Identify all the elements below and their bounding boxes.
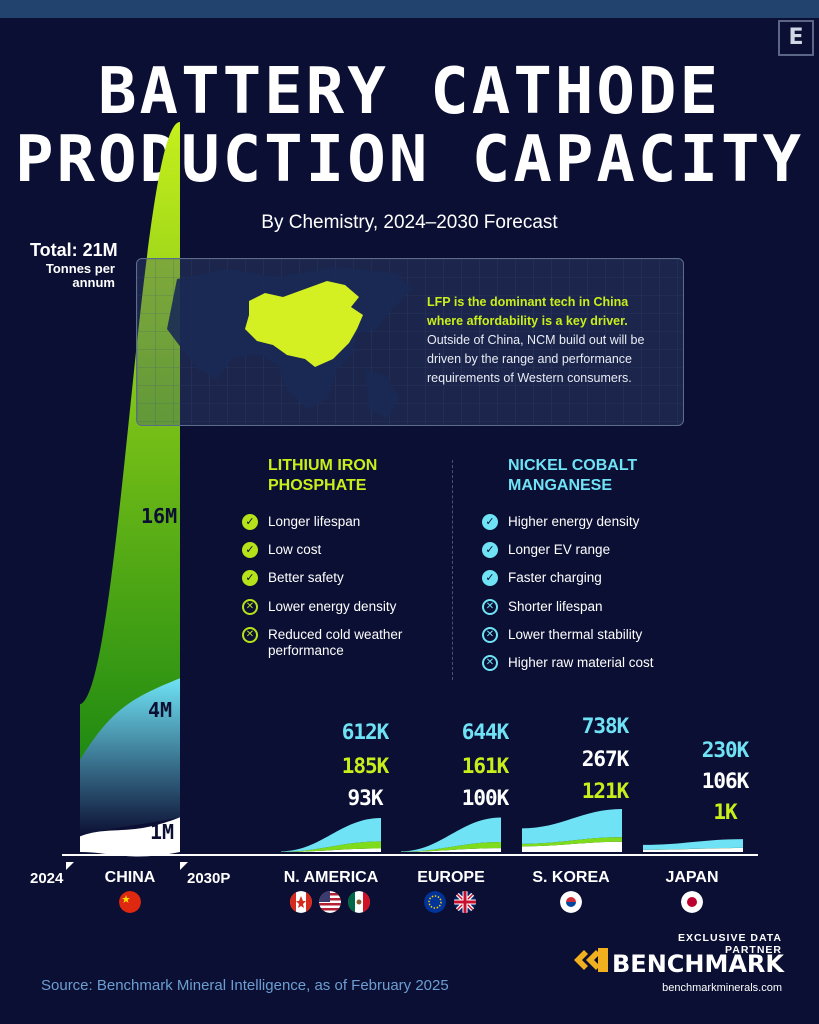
region-3-ncm-area (643, 839, 743, 850)
canada-flag-icon (290, 891, 312, 913)
total-label: Total: 21M (30, 240, 118, 260)
ncm-pro-item: Faster charging (508, 570, 602, 585)
ncm-con-item: Higher raw material cost (508, 655, 654, 670)
china-ncm-area (80, 678, 180, 837)
eu-ncm-value: 644K (461, 720, 510, 744)
region-area-group (281, 809, 743, 852)
end-year-marker (180, 862, 188, 870)
ncm-pro-item: Longer EV range (508, 542, 611, 557)
category-label-europe: EUROPE (417, 869, 485, 886)
region-3-other-area (643, 847, 743, 852)
eu-flag-icon (424, 891, 446, 913)
kr-other-value: 267K (581, 747, 630, 771)
lfp-con-item: Lower energy density (268, 599, 397, 614)
cross-icon: ✕ (242, 627, 258, 643)
cross-icon: ✕ (482, 655, 498, 671)
na-lfp-value: 185K (341, 754, 390, 778)
na-other-value: 93K (347, 786, 384, 810)
region-3-lfp-area (643, 847, 743, 850)
publisher-logo[interactable]: E (778, 20, 814, 56)
china-highlight-shape (245, 281, 363, 367)
cross-icon: ✕ (482, 627, 498, 643)
callout-highlight: LFP is the dominant tech in China where … (427, 295, 629, 328)
china-area-group (80, 122, 180, 857)
usa-flag-icon (319, 891, 341, 913)
kr-ncm-value: 738K (581, 714, 630, 738)
eu-lfp-value: 161K (461, 754, 510, 778)
callout-text: LFP is the dominant tech in China where … (427, 293, 667, 388)
region-2-other-area (522, 841, 622, 852)
region-2-lfp-area (522, 837, 622, 847)
start-year-label: 2024 (30, 870, 64, 887)
category-label-china: CHINA (104, 869, 156, 886)
top-bar (0, 0, 819, 18)
jp-other-value: 106K (701, 769, 750, 793)
callout-box: LFP is the dominant tech in China where … (136, 258, 684, 426)
check-icon: ✓ (482, 570, 498, 586)
jp-ncm-value: 230K (701, 738, 750, 762)
na-ncm-value: 612K (341, 720, 390, 744)
cross-icon: ✕ (242, 599, 258, 615)
partner-name[interactable]: BENCHMARK (612, 950, 785, 978)
start-year-marker (66, 862, 74, 870)
title-line-2: PRODUCTION CAPACITY (14, 123, 805, 197)
check-icon: ✓ (242, 542, 258, 558)
end-year-label: 2030P (187, 870, 231, 887)
lfp-con-item: Reduced cold weather performance (268, 627, 403, 658)
cross-icon: ✕ (482, 599, 498, 615)
sea-islands-shape (365, 369, 399, 419)
ncm-con-item: Lower thermal stability (508, 627, 643, 642)
region-2-ncm-area (522, 809, 622, 844)
region-1-ncm-area (401, 817, 501, 852)
category-label-skorea: S. KOREA (532, 869, 610, 886)
kr-lfp-value: 121K (581, 779, 630, 803)
check-icon: ✓ (482, 542, 498, 558)
category-label-na: N. AMERICA (283, 869, 379, 886)
check-icon: ✓ (482, 514, 498, 530)
region-1-lfp-area (401, 842, 501, 852)
lfp-pro-item: Longer lifespan (268, 514, 361, 529)
south-korea-flag-icon (560, 891, 582, 913)
uk-flag-icon (454, 891, 476, 913)
jp-lfp-value: 1K (713, 800, 737, 824)
china-lfp-area (80, 122, 180, 760)
china-other-area (80, 817, 180, 857)
lfp-pro-item: Low cost (268, 542, 322, 557)
region-1-other-area (401, 848, 501, 852)
check-icon: ✓ (242, 570, 258, 586)
ncm-title: NICKEL COBALT MANGANESE (508, 457, 638, 494)
partner-url[interactable]: benchmarkminerals.com (662, 982, 782, 994)
lfp-pro-item: Better safety (268, 570, 344, 585)
source-note: Source: Benchmark Mineral Intelligence, … (41, 977, 449, 994)
subtitle: By Chemistry, 2024–2030 Forecast (261, 212, 558, 233)
china-other-value-label: 1M (150, 820, 175, 844)
region-0-ncm-area (281, 818, 381, 852)
china-lfp-value-label: 16M (141, 504, 178, 528)
region-0-other-area (281, 848, 381, 852)
benchmark-logo-icon (574, 948, 608, 972)
world-map (137, 259, 683, 425)
eu-other-value: 100K (461, 786, 510, 810)
china-flag-icon (119, 891, 141, 913)
total-unit: Tonnes per annum (45, 261, 115, 290)
mexico-flag-icon (348, 891, 370, 913)
check-icon: ✓ (242, 514, 258, 530)
category-label-japan: JAPAN (665, 869, 719, 886)
ncm-con-item: Shorter lifespan (508, 599, 603, 614)
japan-flag-icon (681, 891, 703, 913)
region-0-lfp-area (281, 841, 381, 852)
partner-label: EXCLUSIVE DATA PARTNER (677, 932, 782, 956)
callout-body: Outside of China, NCM build out will be … (427, 333, 645, 385)
lfp-title: LITHIUM IRON PHOSPHATE (268, 457, 378, 494)
ncm-pro-item: Higher energy density (508, 514, 640, 529)
column-divider (452, 460, 453, 680)
title-line-1: BATTERY CATHODE (98, 55, 721, 129)
china-ncm-value-label: 4M (148, 698, 173, 722)
